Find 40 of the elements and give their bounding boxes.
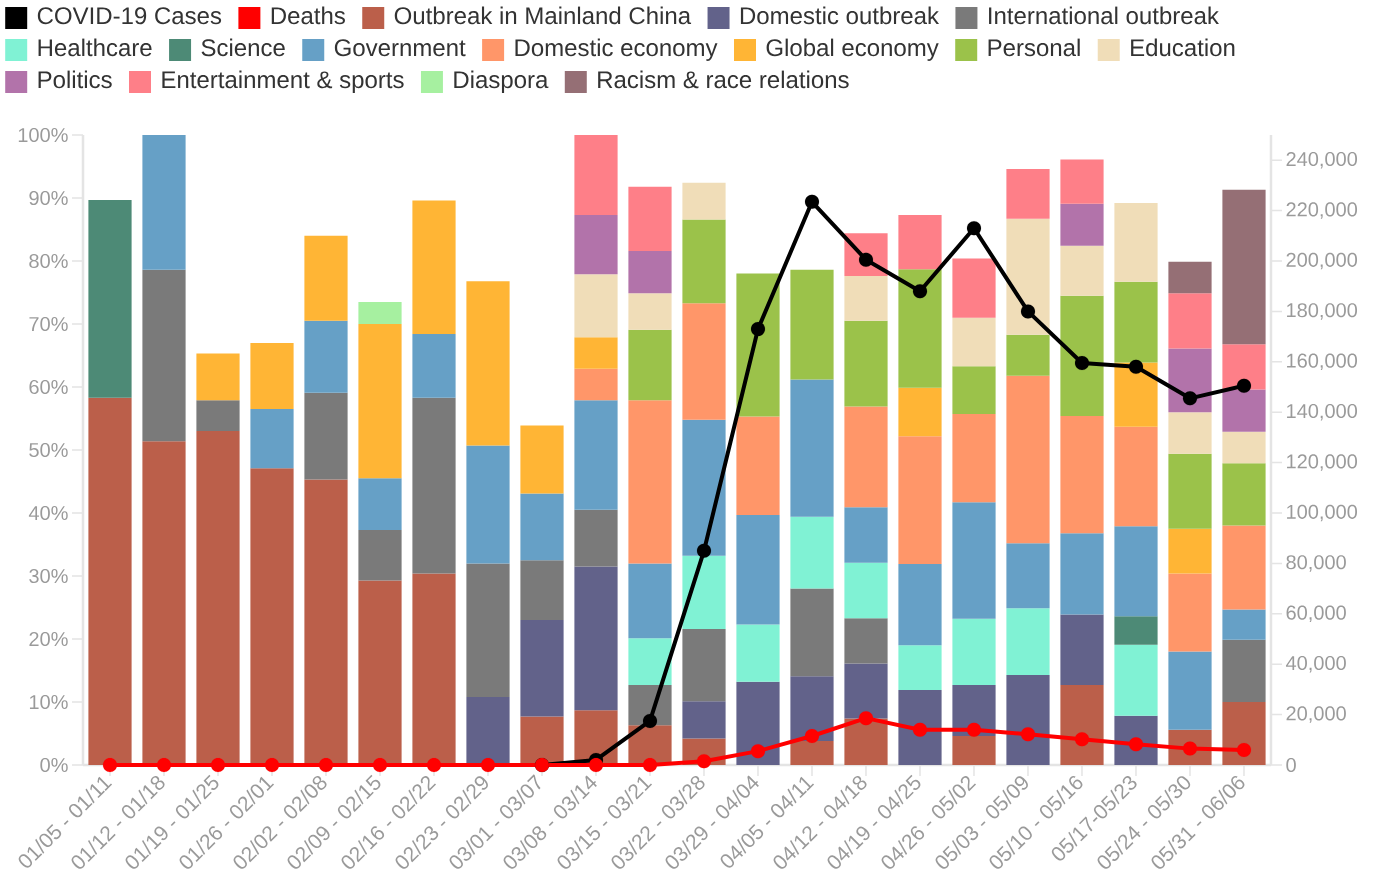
legend-label: Deaths — [271, 6, 345, 25]
y-tick-label: 100% — [18, 127, 68, 143]
legend-label: Healthcare — [38, 38, 152, 57]
legend-label: Government — [334, 39, 466, 57]
legend-label: Racism & race relations — [598, 70, 849, 89]
legend-label: Politics — [38, 70, 112, 89]
legend-label: Education — [1131, 38, 1235, 57]
y2-tick-label: 240,000 — [1286, 151, 1358, 169]
y-tick-label: 30% — [29, 568, 68, 584]
legend-label: Diaspora — [454, 70, 549, 93]
legend-label: International outbreak — [989, 6, 1219, 25]
y2-tick-label: 20,000 — [1286, 706, 1346, 723]
y2-tick-label: 140,000 — [1287, 403, 1358, 421]
legend-label: Global economy — [766, 38, 939, 61]
legend-label: COVID-19 Cases — [37, 7, 222, 25]
y-tick-label: 10% — [29, 694, 68, 710]
y2-tick-label: 160,000 — [1287, 353, 1358, 371]
y-tick-label: 90% — [29, 190, 68, 206]
legend-label: Entertainment & sports — [162, 70, 404, 93]
y-tick-label: 70% — [29, 316, 68, 332]
y2-tick-label: 200,000 — [1286, 252, 1358, 270]
y-tick-label: 20% — [29, 631, 68, 647]
y-tick-label: 50% — [29, 442, 68, 458]
y2-tick-label: 100,000 — [1287, 504, 1358, 522]
legend-label: Science — [201, 38, 285, 57]
legend-label: Outbreak in Mainland China — [394, 6, 692, 25]
y2-tick-label: 220,000 — [1286, 202, 1358, 219]
y2-tick-label: 40,000 — [1285, 655, 1346, 673]
y-tick-label: 40% — [28, 505, 68, 521]
y-tick-label: 0% — [40, 757, 68, 773]
y-tick-label: 80% — [29, 253, 68, 269]
legend-label: Domestic economy — [515, 38, 718, 61]
y2-tick-label: 80,000 — [1286, 555, 1346, 572]
y2-tick-label: 60,000 — [1286, 605, 1346, 623]
legend-label: Personal — [988, 38, 1080, 57]
y2-tick-label: 120,000 — [1287, 454, 1358, 471]
y2-tick-label: 0 — [1286, 757, 1296, 773]
y-tick-label: 60% — [29, 379, 68, 395]
legend-label: Domestic outbreak — [740, 6, 940, 25]
y2-tick-label: 180,000 — [1287, 303, 1358, 320]
